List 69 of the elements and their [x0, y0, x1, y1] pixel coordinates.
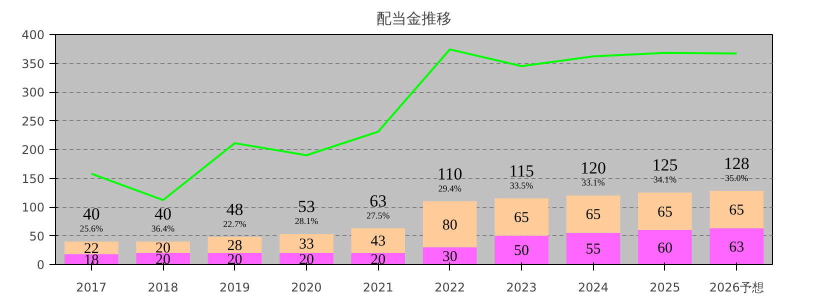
- y-tick-label: 350: [22, 56, 44, 71]
- annotation: 34.1%: [653, 174, 678, 185]
- y-tick-label: 0: [36, 258, 45, 272]
- x-tick-label: 2022: [434, 280, 466, 294]
- bar: [638, 192, 692, 230]
- annotation: 25.6%: [80, 224, 104, 234]
- y-tick-label: 400: [22, 28, 44, 42]
- x-tick-label: 2017: [76, 280, 107, 294]
- data-label: 65: [657, 204, 672, 220]
- bar: [208, 236, 262, 253]
- bar: [494, 236, 548, 264]
- x-tick-label: 2023: [506, 280, 537, 294]
- data-label: 65: [514, 210, 530, 226]
- annotation: 36.4%: [151, 224, 176, 234]
- y-tick-label: 100: [22, 200, 44, 214]
- x-tick-label: 2019: [219, 280, 250, 294]
- bar: [351, 228, 406, 253]
- data-label: 50: [514, 243, 530, 260]
- annotation: 22.7%: [223, 218, 247, 229]
- y-tick-label: 200: [22, 143, 44, 157]
- total-label: 128: [724, 154, 750, 173]
- data-label: 60: [657, 240, 672, 256]
- total-label: 40: [82, 204, 100, 224]
- total-label: 125: [652, 156, 678, 175]
- y-tick-label: 50: [29, 229, 45, 244]
- total-label: 48: [226, 200, 244, 219]
- bar: [280, 234, 334, 253]
- total-label: 40: [154, 204, 172, 224]
- y-tick-label: 150: [22, 172, 44, 186]
- annotation: 28.1%: [294, 216, 319, 226]
- bar: [566, 232, 620, 264]
- total-label: 53: [298, 197, 315, 216]
- data-label: 43: [370, 234, 386, 250]
- data-label: 28: [227, 238, 242, 254]
- data-label: 20: [370, 252, 386, 268]
- total-label: 120: [580, 158, 606, 178]
- bar: [710, 190, 764, 228]
- chart-title: 配当金推移: [376, 10, 452, 28]
- x-tick-label: 2020: [291, 280, 322, 294]
- annotation: 35.0%: [725, 172, 749, 183]
- annotation: 29.4%: [438, 183, 462, 194]
- data-label: 80: [442, 217, 458, 234]
- y-tick-label: 250: [22, 114, 44, 128]
- data-label: 65: [586, 207, 601, 224]
- data-label: 20: [156, 252, 171, 268]
- data-label: 33: [298, 236, 314, 253]
- total-label: 115: [509, 161, 534, 180]
- data-label: 55: [586, 242, 601, 258]
- x-tick-label: 2025: [650, 280, 680, 294]
- bar: [638, 230, 692, 264]
- y-tick-label: 300: [22, 86, 44, 100]
- x-tick-label: 2018: [148, 280, 178, 294]
- total-label: 110: [437, 164, 462, 184]
- data-label: 20: [298, 252, 314, 268]
- bar: [566, 196, 620, 233]
- data-label: 20: [227, 252, 242, 268]
- annotation: 33.1%: [582, 178, 606, 188]
- x-tick-label: 2021: [362, 280, 394, 294]
- annotation: 33.5%: [510, 180, 534, 190]
- data-label: 65: [729, 202, 744, 219]
- bar: [710, 228, 764, 264]
- x-tick-label: 2024: [578, 280, 609, 294]
- total-label: 63: [370, 191, 387, 210]
- bar: [422, 201, 477, 248]
- annotation: 27.5%: [366, 210, 390, 220]
- data-label: 63: [729, 239, 744, 256]
- data-label: 30: [442, 248, 458, 265]
- bar: [494, 198, 548, 236]
- x-tick-label: 2026予想: [709, 280, 764, 294]
